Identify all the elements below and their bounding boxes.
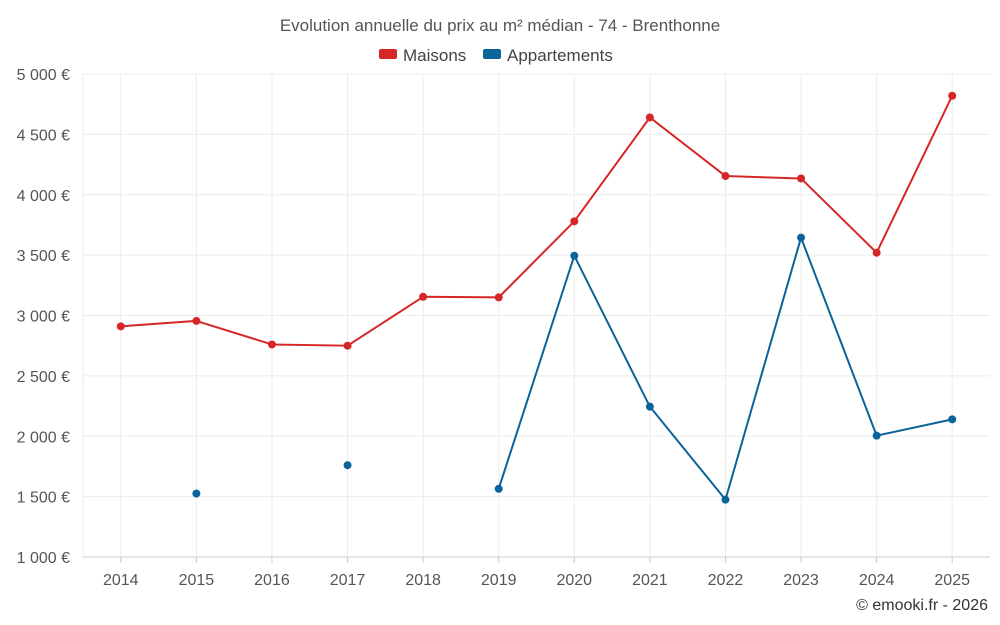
y-tick-label: 2 000 € [17,429,70,446]
legend: Maisons Appartements [379,46,613,65]
data-point-appartements-2015[interactable] [192,489,201,498]
data-point-maisons-2017[interactable] [343,341,352,350]
y-tick-label: 1 500 € [17,490,70,507]
data-point-appartements-2020[interactable] [570,251,579,260]
x-tick-label: 2014 [103,572,139,589]
data-point-maisons-2018[interactable] [419,292,428,301]
x-tick-label: 2024 [859,572,895,589]
series-line-maisons [120,95,954,347]
data-point-maisons-2025[interactable] [948,91,957,100]
x-tick-label: 2023 [783,572,819,589]
x-tick-label: 2015 [179,572,215,589]
data-point-maisons-2024[interactable] [872,248,881,257]
data-point-appartements-2017[interactable] [343,461,352,470]
legend-label-maisons: Maisons [403,46,466,65]
y-tick-label: 3 000 € [17,309,70,326]
y-tick-label: 5 000 € [17,67,70,84]
y-tick-label: 1 000 € [17,550,70,567]
axes: 1 000 € 1 500 € 2 000 € 2 500 € 3 000 € 3 500… [17,67,990,589]
data-point-maisons-2021[interactable] [645,113,654,122]
data-point-maisons-2016[interactable] [267,340,276,349]
legend-swatch-appartements [483,49,501,59]
credit: © emooki.fr - 2026 [856,597,988,614]
legend-label-appartements: Appartements [507,46,613,65]
x-tick-label: 2021 [632,572,668,589]
x-tick-label: 2018 [405,572,441,589]
series-maisons [116,91,957,350]
y-tick-label: 4 000 € [17,188,70,205]
legend-item-maisons[interactable]: Maisons [379,46,466,65]
x-tick-label: 2022 [708,572,744,589]
data-point-appartements-2022[interactable] [721,495,730,504]
grid [83,73,990,557]
x-tick-label: 2020 [556,572,592,589]
data-point-appartements-2025[interactable] [948,415,957,424]
data-point-maisons-2015[interactable] [192,316,201,325]
x-tick-label: 2016 [254,572,290,589]
data-point-maisons-2022[interactable] [721,172,730,181]
data-point-appartements-2021[interactable] [645,402,654,411]
data-point-appartements-2024[interactable] [872,431,881,440]
y-tick-label: 2 500 € [17,369,70,386]
x-tick-label: 2019 [481,572,517,589]
chart-title: Evolution annuelle du prix au m² médian … [280,16,720,35]
y-tick-label: 4 500 € [17,127,70,144]
y-tick-label: 3 500 € [17,248,70,265]
x-tick-label: 2017 [330,572,366,589]
x-tick-label: 2025 [934,572,970,589]
series [116,91,957,504]
data-point-maisons-2020[interactable] [570,217,579,226]
data-point-maisons-2019[interactable] [494,293,503,302]
legend-item-appartements[interactable]: Appartements [483,46,613,65]
legend-swatch-maisons [379,49,397,59]
data-point-appartements-2019[interactable] [494,484,503,493]
data-point-maisons-2014[interactable] [116,322,125,331]
data-point-appartements-2023[interactable] [797,233,806,242]
series-appartements [192,233,957,504]
data-point-maisons-2023[interactable] [797,174,806,183]
